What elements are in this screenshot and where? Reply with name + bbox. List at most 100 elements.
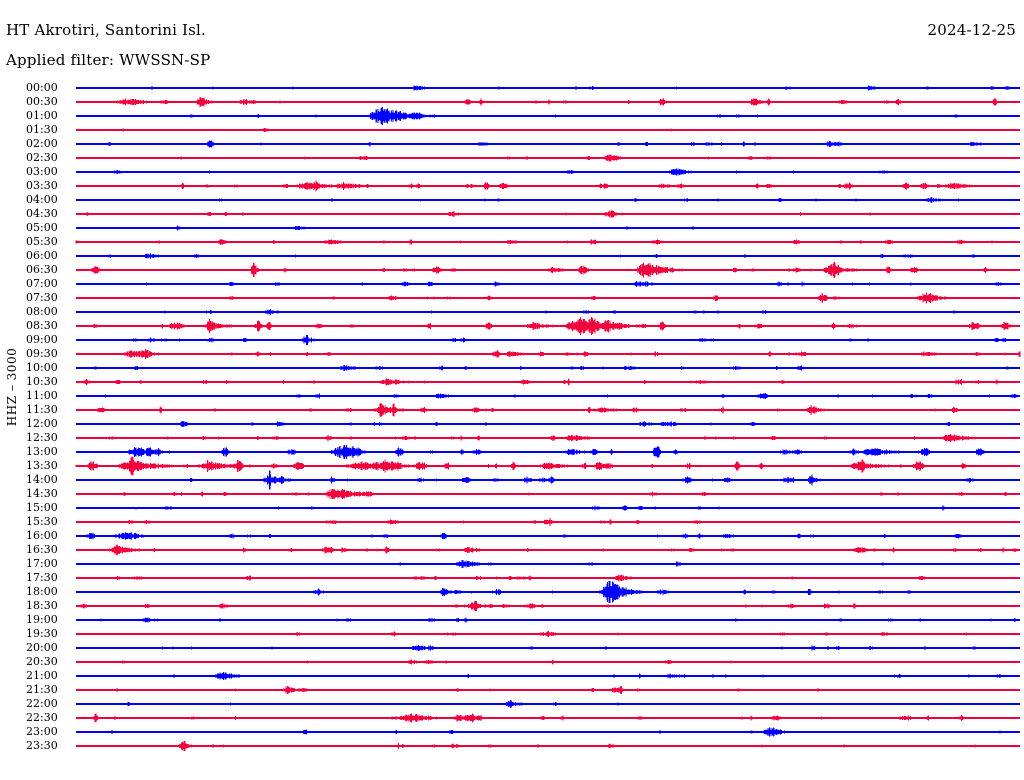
trace-row bbox=[76, 470, 1020, 490]
time-axis-label: 01:00 bbox=[26, 109, 58, 122]
time-axis-label: 03:00 bbox=[26, 165, 58, 178]
trace-row bbox=[76, 402, 1020, 418]
time-axis-label: 10:00 bbox=[26, 361, 58, 374]
trace-row bbox=[76, 532, 1020, 540]
trace-row bbox=[76, 672, 1020, 680]
trace-row bbox=[76, 96, 1020, 108]
trace-row bbox=[76, 645, 1020, 651]
trace-row bbox=[76, 309, 1020, 315]
time-axis-label: 09:30 bbox=[26, 347, 58, 360]
time-axis-label: 10:30 bbox=[26, 375, 58, 388]
trace-row bbox=[76, 392, 1020, 400]
time-axis-label: 12:00 bbox=[26, 417, 58, 430]
time-axis-label: 19:30 bbox=[26, 627, 58, 640]
trace-row bbox=[76, 600, 1020, 612]
time-axis-label: 22:30 bbox=[26, 711, 58, 724]
trace-row bbox=[76, 335, 1020, 345]
time-axis-label: 21:30 bbox=[26, 683, 58, 696]
time-axis-label: 16:00 bbox=[26, 529, 58, 542]
time-axis-label: 06:00 bbox=[26, 249, 58, 262]
time-axis-label: 23:00 bbox=[26, 725, 58, 738]
trace-row bbox=[76, 378, 1020, 386]
time-axis-label: 15:30 bbox=[26, 515, 58, 528]
trace-row bbox=[76, 317, 1020, 335]
applied-filter-label: Applied filter: WWSSN-SP bbox=[6, 51, 211, 69]
time-axis-label: 07:00 bbox=[26, 277, 58, 290]
time-axis-label: 08:30 bbox=[26, 319, 58, 332]
trace-row bbox=[76, 281, 1020, 287]
trace-row bbox=[76, 180, 1020, 192]
time-axis-label: 09:00 bbox=[26, 333, 58, 346]
trace-row bbox=[76, 713, 1020, 723]
time-axis-label: 20:30 bbox=[26, 655, 58, 668]
time-axis-label: 04:30 bbox=[26, 207, 58, 220]
trace-row bbox=[76, 85, 1020, 91]
trace-row bbox=[76, 617, 1020, 623]
trace-row bbox=[76, 631, 1020, 637]
trace-row bbox=[76, 489, 1020, 499]
trace-row bbox=[76, 210, 1020, 218]
time-axis-label: 00:30 bbox=[26, 95, 58, 108]
time-axis-label: 05:00 bbox=[26, 221, 58, 234]
time-axis-label: 06:30 bbox=[26, 263, 58, 276]
time-axis-label: 07:30 bbox=[26, 291, 58, 304]
time-axis-label: 11:00 bbox=[26, 389, 58, 402]
trace-row bbox=[76, 197, 1020, 203]
trace-row bbox=[76, 559, 1020, 569]
time-axis-label: 18:00 bbox=[26, 585, 58, 598]
trace-row bbox=[76, 580, 1020, 604]
time-axis-label: 03:30 bbox=[26, 179, 58, 192]
time-axis-label: 13:30 bbox=[26, 459, 58, 472]
trace-row bbox=[76, 700, 1020, 708]
trace-row bbox=[76, 365, 1020, 371]
trace-row bbox=[76, 128, 1020, 132]
time-axis-label: 15:00 bbox=[26, 501, 58, 514]
time-axis-label: 02:30 bbox=[26, 151, 58, 164]
time-axis-label: 17:00 bbox=[26, 557, 58, 570]
trace-row bbox=[76, 686, 1020, 694]
time-axis-label: 02:00 bbox=[26, 137, 58, 150]
trace-row bbox=[76, 544, 1020, 556]
trace-row bbox=[76, 444, 1020, 460]
trace-row bbox=[76, 420, 1020, 428]
time-axis-label: 23:30 bbox=[26, 739, 58, 752]
trace-row bbox=[75, 238, 1020, 246]
time-axis-label: 22:00 bbox=[26, 697, 58, 710]
trace-row bbox=[76, 106, 1020, 126]
trace-row bbox=[76, 434, 1020, 442]
page-title: HT Akrotiri, Santorini Isl. bbox=[6, 21, 207, 39]
trace-row bbox=[75, 456, 1020, 476]
trace-row bbox=[76, 168, 1020, 176]
time-axis-label: 14:30 bbox=[26, 487, 58, 500]
trace-row bbox=[76, 154, 1020, 162]
trace-row bbox=[76, 505, 1020, 511]
time-axis-label: 08:00 bbox=[26, 305, 58, 318]
time-axis-label: 12:30 bbox=[26, 431, 58, 444]
trace-row bbox=[76, 253, 1020, 259]
time-axis-label: 21:00 bbox=[26, 669, 58, 682]
time-axis-label: 16:30 bbox=[26, 543, 58, 556]
trace-row bbox=[76, 349, 1021, 359]
time-axis-label: 00:00 bbox=[26, 81, 58, 94]
trace-row bbox=[76, 659, 1020, 665]
time-axis-label: 14:00 bbox=[26, 473, 58, 486]
trace-row bbox=[76, 518, 1020, 526]
time-axis-label: 20:00 bbox=[26, 641, 58, 654]
time-axis-label: 11:30 bbox=[26, 403, 58, 416]
time-axis-label: 05:30 bbox=[26, 235, 58, 248]
record-date: 2024-12-25 bbox=[927, 21, 1016, 39]
time-axis-label: 18:30 bbox=[26, 599, 58, 612]
trace-row bbox=[76, 140, 1020, 148]
time-axis-label: 17:30 bbox=[26, 571, 58, 584]
trace-row bbox=[76, 740, 1020, 752]
trace-row bbox=[76, 574, 1020, 582]
trace-row bbox=[75, 292, 1020, 304]
time-axis-label: 19:00 bbox=[26, 613, 58, 626]
time-axis-label: 13:00 bbox=[26, 445, 58, 458]
trace-row bbox=[76, 261, 1020, 279]
trace-row bbox=[76, 225, 1020, 231]
trace-row bbox=[76, 727, 1020, 737]
time-axis-label: 04:00 bbox=[26, 193, 58, 206]
time-axis-label: 01:30 bbox=[26, 123, 58, 136]
